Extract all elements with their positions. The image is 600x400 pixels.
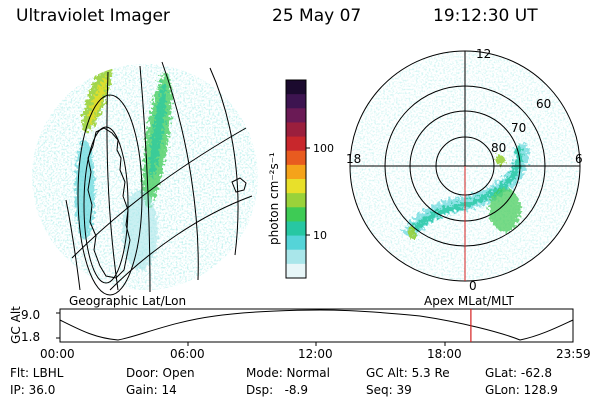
info-filter: Flt: LBHL (10, 366, 64, 380)
colorbar-swatch (286, 221, 306, 237)
colorbar (286, 80, 306, 279)
info-gain: Gain: 14 (126, 383, 177, 397)
colorbar-tick-100: 100 (313, 142, 334, 155)
lat-label-60: 60 (536, 97, 551, 111)
colorbar-swatch (286, 235, 306, 251)
info-mode: Mode: Normal (246, 366, 330, 380)
colorbar-label: photon cm⁻²s⁻¹ (267, 152, 281, 245)
ytick-9: 9.0 (21, 308, 41, 322)
info-ip: IP: 36.0 (10, 383, 56, 397)
colorbar-swatch (286, 136, 306, 152)
xtick-0600: 06:00 (170, 347, 205, 361)
xtick-1200: 12:00 (298, 347, 333, 361)
mlt-label-12: 12 (476, 47, 491, 61)
colorbar-swatch (286, 150, 306, 166)
timeline-frame (59, 308, 574, 343)
timeline-left-caption: Geographic Lat/Lon (69, 294, 187, 308)
colorbar-swatch (286, 193, 306, 208)
colorbar-swatch (286, 207, 306, 223)
xtick-1800: 18:00 (427, 347, 462, 361)
island (231, 177, 247, 193)
colorbar-swatch (286, 263, 306, 279)
xtick-0000: 00:00 (40, 347, 75, 361)
geographic-grid (65, 61, 253, 296)
colorbar-swatch (286, 80, 306, 95)
info-dsp: Dsp: -8.9 (246, 383, 309, 397)
timeline-xticks (187, 342, 446, 346)
info-door: Door: Open (126, 366, 195, 380)
colorbar-swatch (286, 108, 306, 124)
mlt-label-18: 18 (346, 152, 361, 166)
xtick-2359: 23:59 (556, 347, 591, 361)
info-gc-alt: GC Alt: 5.3 Re (366, 366, 450, 380)
date-label: 25 May 07 (272, 6, 362, 26)
info-glat: GLat: -62.8 (485, 366, 552, 380)
altitude-curve (59, 309, 574, 341)
timeline-axis-label: GC Alt (8, 306, 23, 344)
timeline-right-caption: Apex MLat/MLT (424, 294, 514, 308)
time-label: 19:12:30 UT (433, 6, 538, 26)
info-glon: GLon: 128.9 (485, 383, 558, 397)
colorbar-swatch (286, 179, 306, 194)
mlt-label-0: 0 (469, 279, 477, 293)
colorbar-tick-10: 10 (313, 229, 327, 242)
colorbar-swatch (286, 164, 306, 180)
coastline (87, 127, 131, 279)
colorbar-swatch (286, 249, 306, 265)
colorbar-swatch (286, 122, 306, 138)
geographic-image (32, 64, 258, 290)
mlt-label-6: 6 (575, 152, 583, 166)
instrument-title: Ultraviolet Imager (16, 6, 170, 26)
ytick-1-8: 1.8 (21, 330, 41, 344)
colorbar-swatch (286, 94, 306, 109)
lat-label-80: 80 (491, 141, 506, 155)
lat-label-70: 70 (511, 121, 526, 135)
info-seq: Seq: 39 (366, 383, 412, 397)
